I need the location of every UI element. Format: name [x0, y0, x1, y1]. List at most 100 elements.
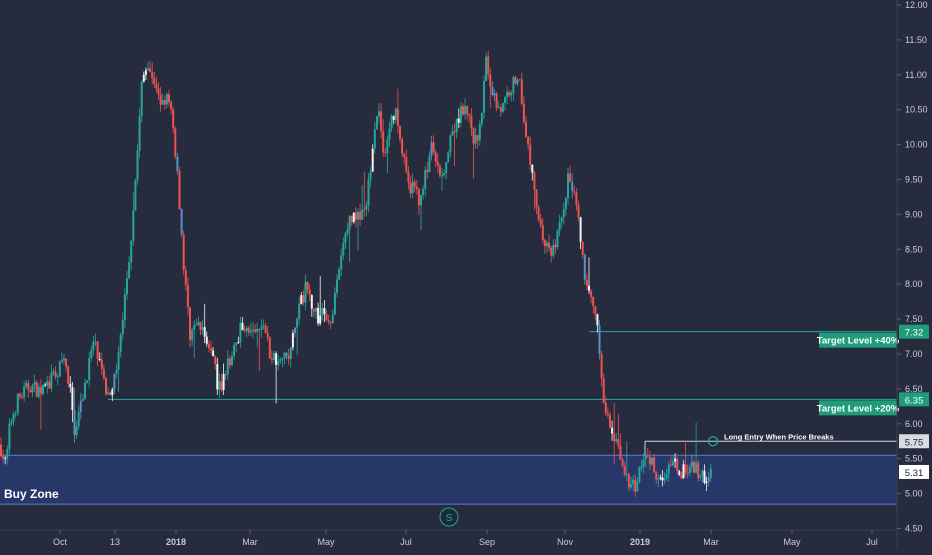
candle-body — [371, 148, 374, 172]
candle-body — [665, 473, 668, 479]
candle-body — [321, 308, 324, 316]
candle — [245, 325, 248, 338]
candle — [516, 78, 519, 87]
y-tick-label: 10.00 — [905, 140, 928, 150]
candle — [342, 236, 345, 260]
candle — [451, 124, 454, 136]
candle-body — [585, 279, 588, 286]
candle-body — [308, 289, 311, 295]
candle-body — [14, 413, 17, 415]
candle-body — [575, 192, 578, 205]
candle — [193, 320, 196, 359]
candle — [468, 113, 471, 123]
candle-body — [520, 79, 523, 104]
candle-body — [497, 107, 500, 109]
candle-body — [380, 111, 383, 132]
candle-body — [529, 144, 532, 165]
candle-body — [583, 254, 586, 280]
candle — [466, 105, 469, 121]
candle — [676, 456, 679, 475]
candle-body — [657, 478, 660, 480]
candle — [682, 460, 685, 479]
candle-body — [136, 150, 139, 181]
candle-body — [489, 74, 492, 87]
candle-body — [226, 358, 229, 375]
candle-body — [655, 472, 658, 480]
candle — [701, 468, 704, 483]
candle — [577, 200, 580, 222]
candle-body — [84, 382, 86, 400]
candle — [241, 317, 244, 331]
candle-body — [703, 470, 706, 483]
candle-body — [241, 322, 244, 331]
candle-body — [10, 421, 13, 424]
candle-body — [8, 423, 11, 450]
candle-body — [214, 356, 217, 365]
candle — [359, 203, 362, 226]
y-tick-label: 5.50 — [905, 454, 923, 464]
candle — [107, 386, 110, 395]
y-tick-label: 4.50 — [905, 524, 923, 534]
candle — [422, 185, 425, 200]
candle-body — [445, 162, 448, 173]
candle-body — [447, 152, 450, 163]
candle-body — [331, 314, 334, 323]
candle-body — [613, 433, 616, 442]
candle — [373, 122, 376, 154]
candle-body — [0, 444, 2, 456]
candle — [48, 375, 51, 389]
candle — [144, 67, 147, 81]
y-tick-label: 8.50 — [905, 244, 923, 254]
candle — [201, 319, 204, 335]
candle-body — [52, 371, 55, 373]
candle-body — [569, 173, 572, 182]
last-price-tag: 5.31 — [905, 468, 924, 479]
candle — [79, 392, 82, 420]
candle — [8, 417, 11, 455]
x-tick-label: Jul — [866, 537, 878, 547]
candle-body — [111, 389, 114, 396]
target-level-20-label: Target Level +20% — [817, 403, 900, 414]
candle — [31, 383, 34, 398]
candle — [550, 245, 553, 263]
candle-body — [168, 94, 170, 103]
candle-body — [323, 308, 326, 315]
candle-body — [178, 171, 181, 210]
candle-body — [462, 106, 464, 115]
candle — [611, 420, 614, 441]
entry-marker — [707, 436, 719, 447]
candle — [690, 454, 693, 473]
y-tick-label: 11.50 — [905, 35, 927, 45]
candle — [382, 119, 385, 157]
candle-body — [491, 86, 494, 96]
candle-body — [621, 459, 624, 466]
candle — [390, 114, 393, 132]
candle-body — [273, 353, 275, 360]
candle-body — [709, 468, 712, 478]
candle-body — [121, 320, 124, 335]
candle — [543, 238, 546, 255]
candle — [289, 347, 292, 368]
candle — [678, 469, 681, 477]
candle-body — [264, 325, 267, 333]
candle — [39, 379, 42, 430]
candle — [312, 308, 315, 318]
candle — [569, 165, 572, 183]
candle-body — [279, 359, 282, 361]
candle — [235, 342, 238, 352]
candle-body — [598, 325, 601, 354]
candle — [350, 215, 353, 226]
candle-body — [495, 93, 498, 108]
candle — [548, 234, 551, 252]
candle-body — [541, 224, 544, 241]
candle-body — [336, 279, 338, 293]
candle-body — [245, 327, 248, 331]
candle-body — [92, 341, 95, 351]
candle-body — [346, 229, 349, 234]
candle-body — [142, 74, 145, 82]
x-tick-label: Mar — [703, 537, 719, 547]
candle-body — [590, 290, 593, 298]
candle-body — [506, 92, 509, 98]
candle-body — [594, 306, 597, 315]
candle-body — [480, 112, 483, 124]
